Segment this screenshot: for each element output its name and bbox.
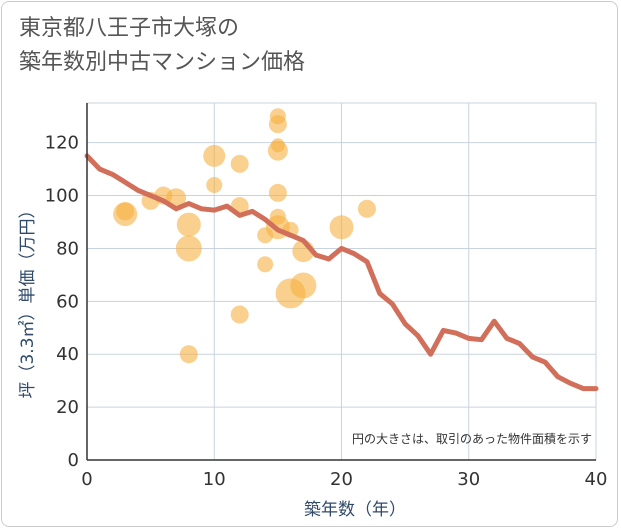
y-tick-label: 60 <box>56 291 79 312</box>
bubble-point <box>329 215 354 240</box>
bubble-point <box>175 235 202 262</box>
bubble-point <box>357 199 376 218</box>
x-tick-label: 30 <box>457 469 480 490</box>
bubble-size-note: 円の大きさは、取引のあった物件面積を示す <box>352 431 592 446</box>
y-tick-label: 120 <box>45 133 79 154</box>
chart-title-line-2: 築年数別中古マンション価格 <box>19 50 306 75</box>
chart-title-line-1: 東京都八王子市大塚の <box>19 16 240 41</box>
bubble-point <box>203 144 226 167</box>
x-tick-label: 10 <box>203 469 226 490</box>
bubble-series <box>113 108 376 364</box>
bubble-point <box>257 256 274 273</box>
y-tick-label: 40 <box>56 344 79 365</box>
x-axis-label: 築年数（年） <box>304 500 406 520</box>
bubble-point <box>116 202 135 221</box>
grid-lines <box>86 102 597 461</box>
x-tick-label: 0 <box>81 469 92 490</box>
axes: 0 10 20 30 40 0 20 40 60 80 100 120 <box>45 103 608 490</box>
y-axis-label: 坪（3.3㎡）単価（万円） <box>18 201 38 398</box>
bubble-point <box>230 305 249 324</box>
trend-line <box>84 153 599 392</box>
bubble-point <box>230 154 249 173</box>
bubble-point <box>176 212 201 237</box>
bubble-point <box>290 272 317 299</box>
x-tick-label: 40 <box>585 469 608 490</box>
y-tick-label: 100 <box>45 186 79 207</box>
bubble-point <box>179 345 198 364</box>
y-tick-label: 20 <box>56 397 79 418</box>
bubble-point <box>268 183 287 202</box>
bubble-point <box>268 115 287 134</box>
bubble-point <box>206 176 223 193</box>
bubble-point <box>267 140 288 161</box>
x-tick-label: 20 <box>330 469 353 490</box>
y-tick-label: 80 <box>56 238 79 259</box>
y-tick-label: 0 <box>68 450 79 471</box>
chart-title: 東京都八王子市大塚の 築年数別中古マンション価格 <box>19 12 305 80</box>
trend-line-series <box>84 153 599 392</box>
